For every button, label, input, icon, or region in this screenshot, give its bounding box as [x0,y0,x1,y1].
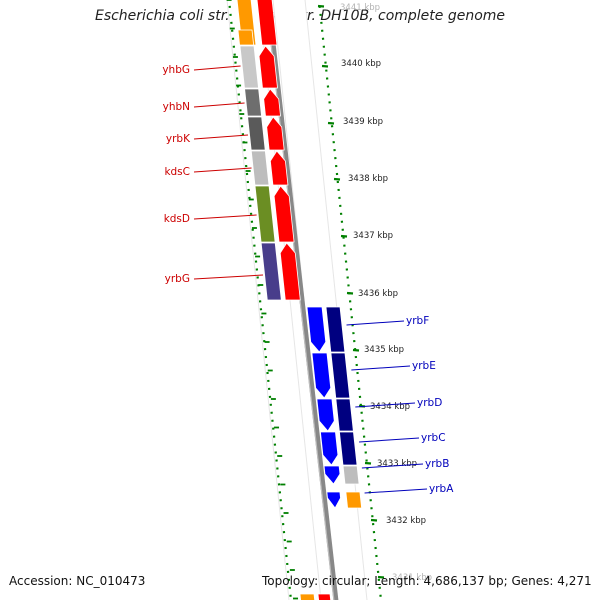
gene-label-leader [359,437,420,443]
gene-label-yhbG[interactable]: yhbG [162,64,190,76]
gene-cog-yhbN [244,88,262,117]
partial-gene-cog [237,29,255,46]
gene-label-yrbB[interactable]: yrbB [425,458,449,470]
gene-label-yrbE[interactable]: yrbE [412,360,436,372]
ruler-tick-label: 3435 kbp [364,345,404,355]
gene-label-leader [346,320,405,326]
gene-labels: yhbG yhbN yrbK kdsC kdsD yrbG yrbF yrbE yrbD yrbC… [162,64,454,495]
gene-cog-kdsD [254,185,276,243]
gene-arrow-yrbG [279,242,301,301]
genome-info: Topology: circular; Length: 4,686,137 bp… [262,574,592,588]
gene-label-yrbC[interactable]: yrbC [421,432,446,444]
genome-backbone [265,0,339,600]
ruler-tick-label: 3432 kbp [386,516,426,526]
gene-label-kdsC[interactable]: kdsC [164,166,190,178]
gene-label-leader [193,167,252,173]
gene-label-yrbA[interactable]: yrbA [429,483,454,495]
ruler-tick-label: 3440 kbp [341,59,381,69]
gene-arrow-yhbG [258,45,278,89]
gene-cog-yrbA [345,491,363,509]
gene-label-leader [364,488,428,494]
gene-cog-yrbB [342,465,360,485]
gene-label-leader [193,134,249,140]
partial-gene-cog [299,593,316,600]
ruler-tick-label: 3436 kbp [358,289,398,299]
gene-cog-yhbG [239,45,259,89]
partial-gene-arrow [256,0,278,46]
ruler-tick [364,461,372,465]
accession-label: Accession: NC_010473 [9,574,146,588]
gene-cog-yrbE [330,352,351,399]
ruler-tick-label: 3431 kbp [392,573,432,583]
ruler-tick [333,177,341,181]
gene-label-yrbF[interactable]: yrbF [406,315,429,327]
gene-arrow-yrbD [316,398,335,432]
ruler-ticks: 3441 kbp 3440 kbp 3439 kbp 3438 kbp 3437 kbp… [226,0,432,600]
ruler-tick [346,291,354,295]
ruler-tick [317,4,325,8]
gene-label-leader [193,214,257,220]
ruler-tick [327,121,335,125]
ruler-tick [370,518,378,522]
gene-cog-yrbG [260,242,282,301]
ruler-tick-label: 3439 kbp [343,117,383,127]
gene-cog-yrbC [338,431,358,466]
gene-label-yrbK[interactable]: yrbK [166,133,191,145]
gene-label-leader [355,402,416,408]
gene-arrow-yhbN [263,88,281,117]
gene-label-yrbG[interactable]: yrbG [165,273,190,285]
gene-label-yhbN[interactable]: yhbN [163,101,190,113]
ruler-tick-label: 3433 kbp [377,459,417,469]
gene-label-kdsD[interactable]: kdsD [164,213,190,225]
gene-label-leader [193,102,245,108]
gene-arrow-yrbA [326,491,341,509]
gene-cog-yrbD [335,398,354,432]
gene-label-yrbD[interactable]: yrbD [417,397,442,409]
gene-label-leader [351,365,411,371]
gene-arrow-yrbK [266,116,285,151]
gene-cog-yrbF [325,306,346,353]
gene-arrow-yrbB [323,465,341,485]
gene-tracks [236,0,363,600]
gene-label-leader [361,463,424,469]
gene-arrow-yrbF [306,306,327,353]
ruler-tick [340,234,348,238]
gene-arrow-kdsC [269,150,289,186]
gene-label-leader [193,65,241,71]
gene-label-leader [193,274,264,280]
gene-cog-yrbK [247,116,266,151]
gene-cog-kdsC [250,150,270,186]
ruler-tick [321,64,329,68]
partial-gene-arrow [317,593,332,600]
gene-arrow-yrbC [319,431,339,466]
ruler-tick [377,575,385,579]
ruler-tick-label: 3434 kbp [370,402,410,412]
ruler-tick [352,348,360,352]
ruler-tick-label: 3437 kbp [353,231,393,241]
ruler-tick-label: 3438 kbp [348,174,388,184]
gene-arrow-kdsD [273,185,295,243]
gene-arrow-yrbE [311,352,332,399]
ruler-tick-label: 3441 kbp [340,3,380,13]
